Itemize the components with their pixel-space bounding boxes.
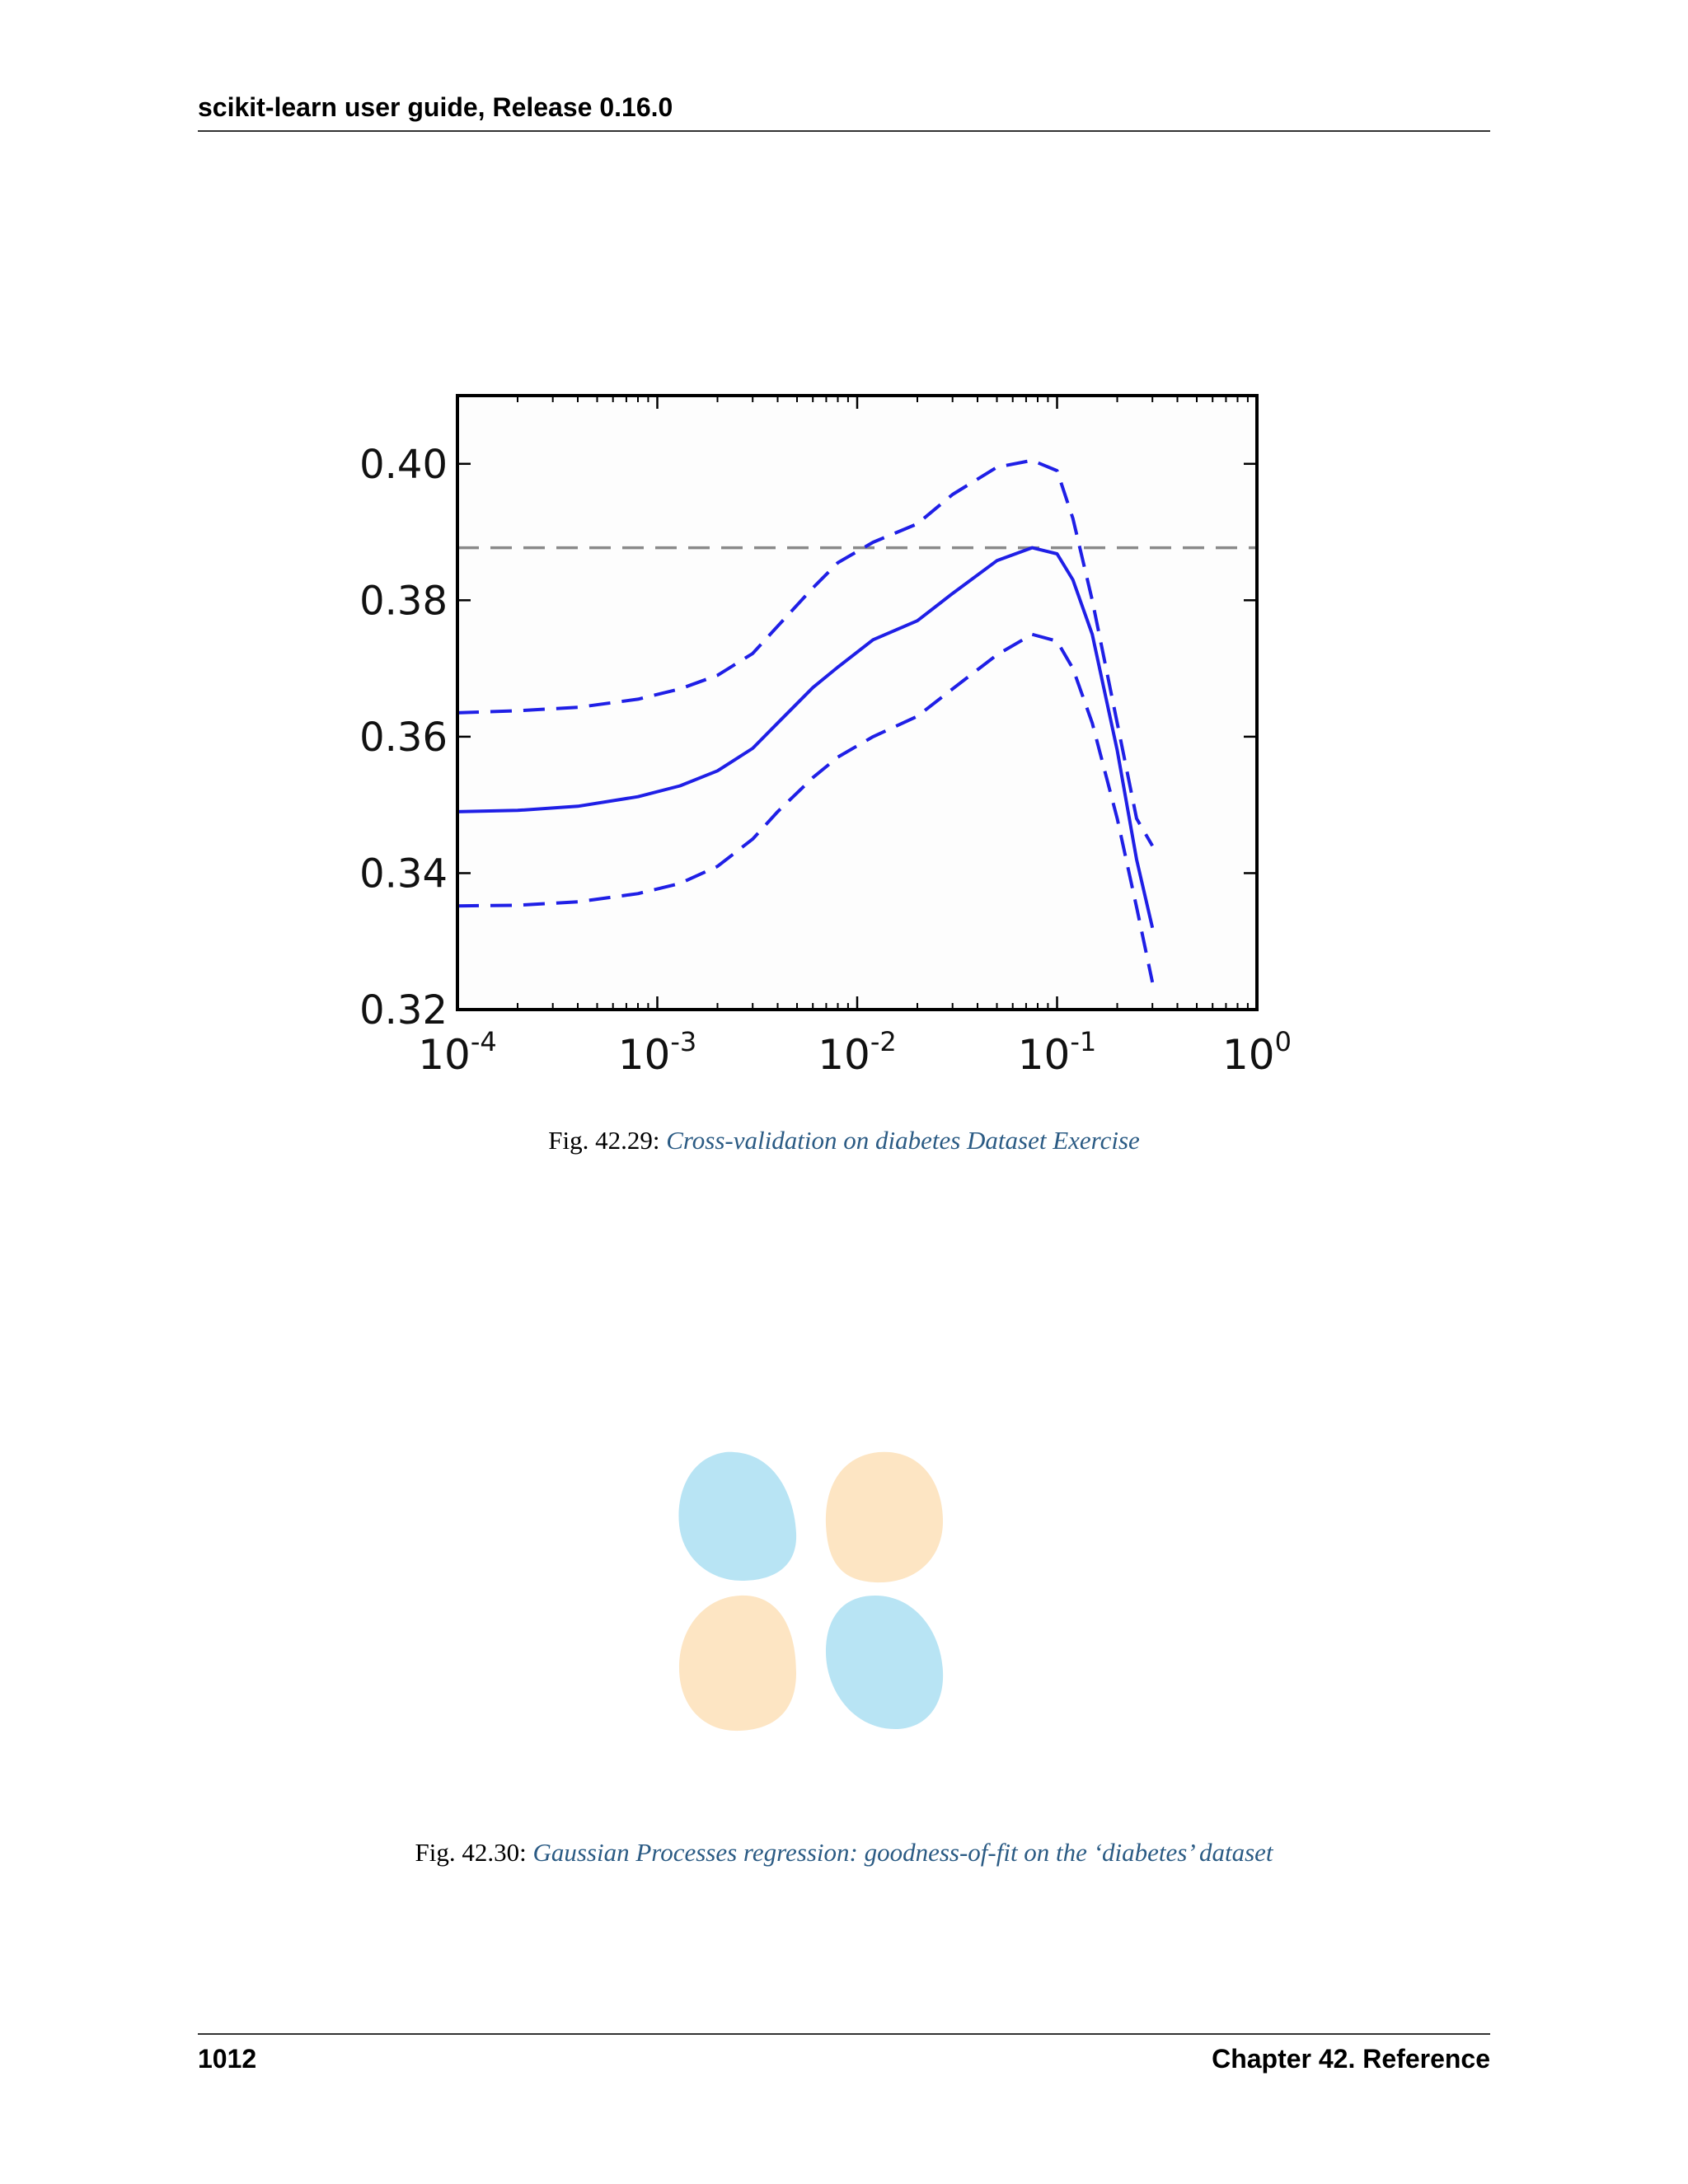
header-rule bbox=[198, 130, 1490, 132]
footer-rule bbox=[198, 2033, 1490, 2035]
x-tick-label: 100 bbox=[1222, 1026, 1292, 1079]
mean-score-line bbox=[457, 546, 1155, 929]
caption-number: Fig. 42.30: bbox=[415, 1838, 527, 1867]
figure-caption-1: Fig. 42.29: Cross-validation on diabetes… bbox=[0, 1124, 1688, 1157]
caption-number: Fig. 42.29: bbox=[548, 1126, 660, 1155]
caption-link[interactable]: Gaussian Processes regression: goodness-… bbox=[532, 1838, 1273, 1867]
chart-svg: 10-4 10-3 10-2 10-1 100 0.32 0.34 0.36 0.38 0.40 bbox=[359, 394, 1292, 1079]
y-tick-label: 0.38 bbox=[359, 578, 448, 624]
blue-blob-top-left bbox=[678, 1451, 797, 1581]
gp-blobs bbox=[678, 1451, 944, 1732]
running-header: scikit-learn user guide, Release 0.16.0 bbox=[198, 92, 673, 122]
blue-blob-bottom-right bbox=[826, 1596, 944, 1729]
page-number: 1012 bbox=[198, 2044, 257, 2074]
x-tick-label: 10-1 bbox=[1018, 1026, 1097, 1079]
score-bound-line bbox=[457, 458, 1154, 847]
caption-link[interactable]: Cross-validation on diabetes Dataset Exe… bbox=[666, 1126, 1140, 1155]
plot-area bbox=[457, 396, 1257, 1010]
figure-caption-2: Fig. 42.30: Gaussian Processes regressio… bbox=[0, 1836, 1688, 1869]
gaussian-process-image bbox=[659, 1434, 989, 1747]
y-tick-label: 0.34 bbox=[359, 851, 448, 897]
x-tick-label: 10-4 bbox=[418, 1026, 497, 1079]
orange-blob-top-right bbox=[825, 1451, 943, 1583]
cross-validation-chart: 10-4 10-3 10-2 10-1 100 0.32 0.34 0.36 0.38 0.40 bbox=[330, 379, 1319, 1088]
chapter-title: Chapter 42. Reference bbox=[1212, 2044, 1490, 2074]
plot-frame bbox=[456, 394, 1259, 1011]
score-bound-line bbox=[457, 632, 1155, 983]
x-tick-label: 10-2 bbox=[818, 1026, 897, 1079]
y-tick-label: 0.36 bbox=[359, 715, 448, 761]
y-tick-label: 0.40 bbox=[359, 442, 448, 488]
x-tick-label: 10-3 bbox=[618, 1026, 697, 1079]
y-tick-label: 0.32 bbox=[359, 987, 448, 1033]
orange-blob-bottom-left bbox=[679, 1595, 796, 1732]
